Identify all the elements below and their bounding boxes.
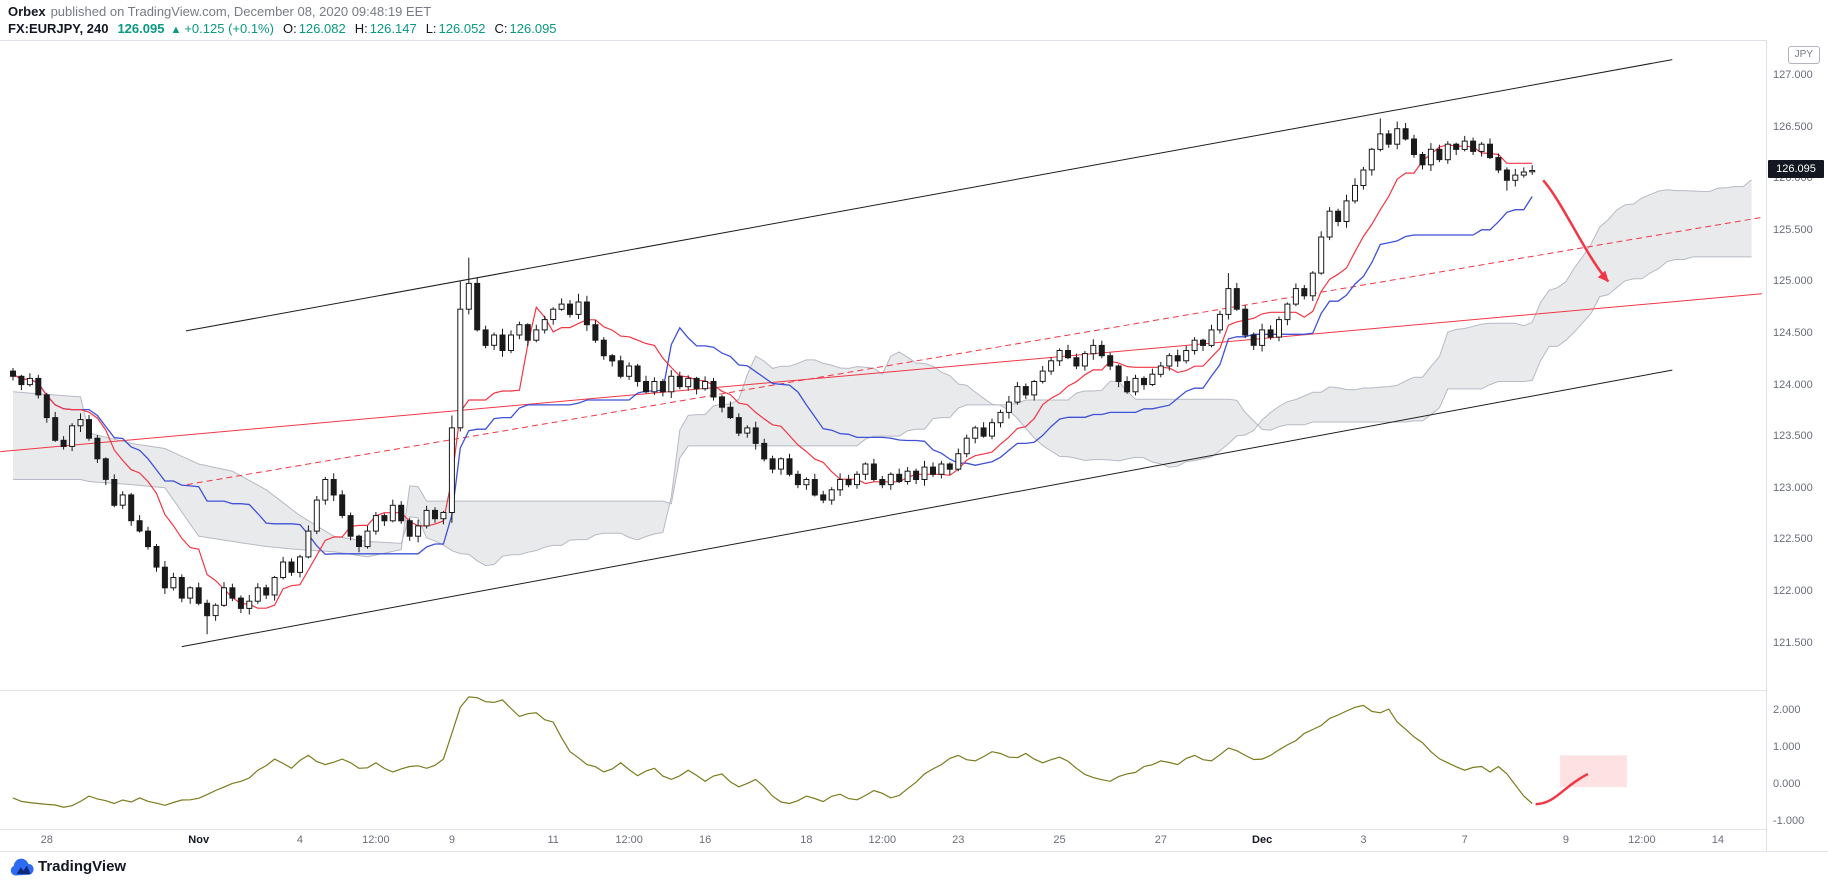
price-tick-label: 124.500 [1773, 327, 1813, 340]
publish-info: Orbex published on TradingView.com, Decem… [8, 4, 431, 19]
price-tick-label: 124.000 [1773, 378, 1813, 391]
price-tick-label: 121.500 [1773, 636, 1813, 649]
panel-separator[interactable] [0, 690, 1828, 691]
price-tick-label: 122.000 [1773, 584, 1813, 597]
publish-meta: published on TradingView.com, December 0… [50, 4, 432, 19]
time-tick-label: 14 [1711, 834, 1724, 846]
time-axis[interactable]: 28 Nov 4 12:00 9 11 12:00 16 18 12:00 23 25 27 Dec 3 7 9… [0, 830, 1766, 851]
price-axis-border [1766, 40, 1767, 851]
chart-bottom-border [0, 851, 1828, 852]
symbol-title: FX:EURJPY, 240 [8, 21, 109, 36]
oscillator-canvas[interactable] [0, 691, 1766, 829]
time-tick-label: 25 [1053, 834, 1066, 846]
price-tick-label: 125.000 [1773, 275, 1813, 288]
last-price-tag: 126.095 [1768, 160, 1824, 179]
price-axis[interactable]: JPY 127.000 126.500 126.000 125.500 125.000 1… [1767, 40, 1828, 830]
time-tick-label: 18 [800, 834, 813, 846]
time-tick-label: 3 [1360, 834, 1367, 846]
time-tick-label: Nov [188, 834, 210, 846]
forecast-arrow[interactable] [1542, 179, 1610, 283]
oscillator-highlight-box[interactable] [1560, 755, 1627, 788]
tradingview-wordmark[interactable]: TradingView [38, 858, 127, 875]
trendline-channel-top[interactable] [185, 59, 1673, 332]
time-tick-label: 12:00 [615, 834, 643, 846]
oscillator-tick-label: 1.000 [1773, 740, 1801, 753]
price-tick-label: 125.500 [1773, 223, 1813, 236]
time-tick-label: 9 [1562, 834, 1570, 846]
open-label: O: [282, 21, 297, 36]
senkou-b-line [13, 256, 1752, 558]
time-tick-label: 12:00 [362, 834, 390, 846]
oscillator-line [12, 696, 1533, 808]
last-price: 126.095 [117, 21, 165, 36]
open-value: 126.082 [298, 21, 346, 36]
price-tick-label: 122.500 [1773, 533, 1813, 546]
publisher-name: Orbex [8, 4, 46, 19]
time-tick-label: 28 [40, 834, 53, 846]
time-tick-label: 12:00 [1628, 834, 1656, 846]
high-value: 126.147 [369, 21, 417, 36]
time-tick-label: Dec [1252, 834, 1273, 846]
senkou-a-line [12, 179, 1752, 567]
symbol-info-bar: FX:EURJPY, 240 126.095 ▲ +0.125 (+0.1%) O: 12… [8, 21, 557, 36]
chart-header: Orbex published on TradingView.com, Decem… [0, 0, 1828, 40]
time-tick-label: 12:00 [868, 834, 897, 846]
low-label: L: [425, 21, 437, 36]
oscillator-tick-label: -1.000 [1773, 814, 1805, 827]
tradingview-logo-icon[interactable] [10, 856, 36, 880]
oscillator-tick-label: 0.000 [1773, 777, 1801, 790]
time-tick-label: 7 [1461, 834, 1468, 846]
oscillator-tick-label: 2.000 [1773, 703, 1801, 716]
price-tick-label: 126.500 [1773, 120, 1813, 133]
time-tick-label: 11 [547, 834, 559, 846]
close-label: C: [494, 21, 508, 36]
tenkan-line [12, 144, 1533, 609]
chart-top-border [0, 40, 1828, 41]
trendline-support-solid-red[interactable] [0, 293, 1762, 453]
price-tick-label: 127.000 [1773, 69, 1813, 82]
low-value: 126.052 [438, 21, 486, 36]
candlesticks [10, 118, 1536, 635]
price-change: +0.125 (+0.1%) [184, 21, 274, 36]
time-tick-label: 9 [448, 834, 455, 846]
price-chart-canvas[interactable] [0, 41, 1766, 691]
up-arrow-icon: ▲ [170, 24, 182, 36]
trendline-rising-dashed-red[interactable] [186, 216, 1762, 486]
high-label: H: [354, 21, 368, 36]
time-axis-separator [0, 829, 1828, 830]
footer: TradingView [0, 852, 1828, 883]
oscillator-forecast-curve[interactable] [1535, 772, 1589, 806]
close-value: 126.095 [509, 21, 557, 36]
price-tick-label: 123.000 [1773, 481, 1813, 494]
trendline-channel-bottom[interactable] [181, 369, 1673, 648]
time-tick-label: 16 [698, 834, 712, 846]
chart-widget: JPY 127.000 126.500 126.000 125.500 125.000 1… [0, 40, 1828, 852]
time-tick-label: 4 [296, 834, 304, 846]
time-tick-label: 27 [1154, 834, 1167, 846]
time-tick-label: 23 [952, 834, 965, 846]
price-tick-label: 123.500 [1773, 430, 1813, 443]
currency-unit-button[interactable]: JPY [1787, 46, 1820, 64]
